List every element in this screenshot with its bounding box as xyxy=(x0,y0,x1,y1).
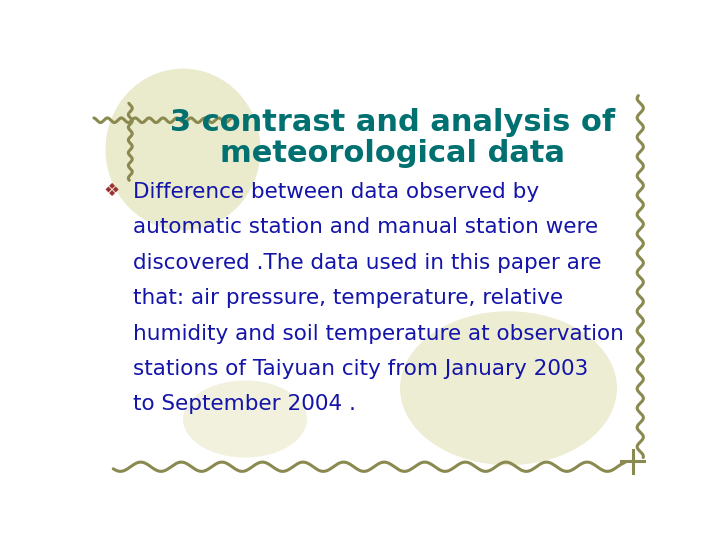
Text: 3 contrast and analysis of: 3 contrast and analysis of xyxy=(170,108,615,137)
Text: stations of Taiyuan city from January 2003: stations of Taiyuan city from January 20… xyxy=(132,359,588,379)
Text: Difference between data observed by: Difference between data observed by xyxy=(132,182,539,202)
Ellipse shape xyxy=(183,381,307,457)
Text: automatic station and manual station were: automatic station and manual station wer… xyxy=(132,217,598,237)
Ellipse shape xyxy=(400,311,617,465)
Text: discovered .The data used in this paper are: discovered .The data used in this paper … xyxy=(132,253,601,273)
Text: humidity and soil temperature at observation: humidity and soil temperature at observa… xyxy=(132,323,624,343)
Text: ❖: ❖ xyxy=(104,182,120,200)
Text: meteorological data: meteorological data xyxy=(220,139,564,168)
Text: that: air pressure, temperature, relative: that: air pressure, temperature, relativ… xyxy=(132,288,563,308)
Ellipse shape xyxy=(106,69,261,231)
Text: to September 2004 .: to September 2004 . xyxy=(132,394,356,414)
